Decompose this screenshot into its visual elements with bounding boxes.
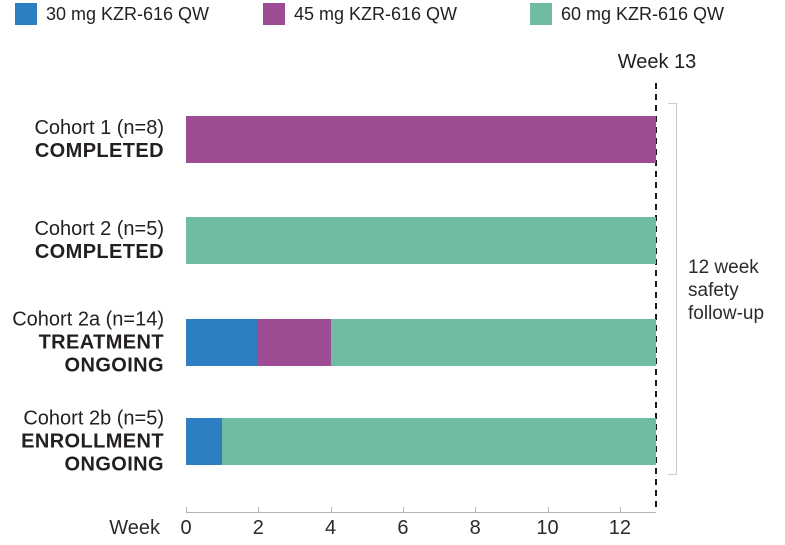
legend-swatch-icon <box>263 3 285 25</box>
legend-item-45mg: 45 mg KZR-616 QW <box>263 2 457 26</box>
followup-line-2: safety <box>688 280 739 301</box>
legend-label: 60 mg KZR-616 QW <box>561 3 725 24</box>
bar-segment-30mg <box>186 418 223 465</box>
cohort-name: Cohort 1 (n=8) <box>34 116 164 139</box>
week13-dashed-line <box>655 83 657 512</box>
legend-label: 45 mg KZR-616 QW <box>294 3 458 24</box>
row-label-cohort-1: Cohort 1 (n=8) COMPLETED <box>34 117 164 163</box>
followup-line-3: follow-up <box>688 303 765 324</box>
followup-label: 12 week safety follow-up <box>688 256 764 325</box>
cohort-name: Cohort 2a (n=14) <box>12 308 164 330</box>
bar-segment-60mg <box>222 418 656 465</box>
x-axis-tick-label: 8 <box>469 517 481 539</box>
x-axis-tick <box>547 507 549 512</box>
x-axis-tick <box>186 507 187 512</box>
bar-segment-60mg <box>330 319 656 366</box>
legend-label: 30 mg KZR-616 QW <box>46 3 210 24</box>
legend-item-30mg: 30 mg KZR-616 QW <box>15 2 209 26</box>
cohort-name: Cohort 2 (n=5) <box>34 217 164 240</box>
x-axis-tick <box>402 507 404 512</box>
cohort-status: ONGOING <box>64 453 164 475</box>
cohort-status: COMPLETED <box>34 240 164 263</box>
cohort-status: COMPLETED <box>34 139 164 162</box>
x-axis-tick <box>475 507 477 512</box>
x-axis-tick <box>258 507 260 512</box>
cohort-status: ENROLLMENT <box>21 430 164 452</box>
legend-item-60mg: 60 mg KZR-616 QW <box>530 2 724 26</box>
row-label-cohort-2a: Cohort 2a (n=14) TREATMENT ONGOING <box>12 308 164 377</box>
cohort-status: TREATMENT <box>38 331 164 353</box>
legend-swatch-icon <box>530 3 552 25</box>
cohort-status: ONGOING <box>64 354 164 376</box>
x-axis-tick <box>619 507 621 512</box>
row-label-cohort-2b: Cohort 2b (n=5) ENROLLMENT ONGOING <box>21 407 164 476</box>
bar-segment-45mg <box>186 116 656 163</box>
x-axis-tick-label: 10 <box>536 517 559 539</box>
followup-line-1: 12 week <box>688 257 759 278</box>
x-axis-line <box>186 512 656 513</box>
followup-bracket <box>668 103 677 475</box>
x-axis-tick-label: 2 <box>252 517 264 539</box>
x-axis-tick <box>330 507 332 512</box>
x-axis-tick-label: 0 <box>180 517 192 539</box>
x-axis-tick-label: 6 <box>397 517 409 539</box>
bar-segment-45mg <box>258 319 331 366</box>
week13-label: Week 13 <box>617 51 697 73</box>
legend-swatch-icon <box>15 3 37 25</box>
x-axis-tick-label: 12 <box>608 517 631 539</box>
cohort-name: Cohort 2b (n=5) <box>23 407 164 429</box>
bar-segment-60mg <box>186 217 656 264</box>
x-axis-tick-label: 4 <box>325 517 337 539</box>
bar-segment-30mg <box>186 319 259 366</box>
x-axis-title: Week <box>109 517 160 539</box>
row-label-cohort-2: Cohort 2 (n=5) COMPLETED <box>34 218 164 264</box>
